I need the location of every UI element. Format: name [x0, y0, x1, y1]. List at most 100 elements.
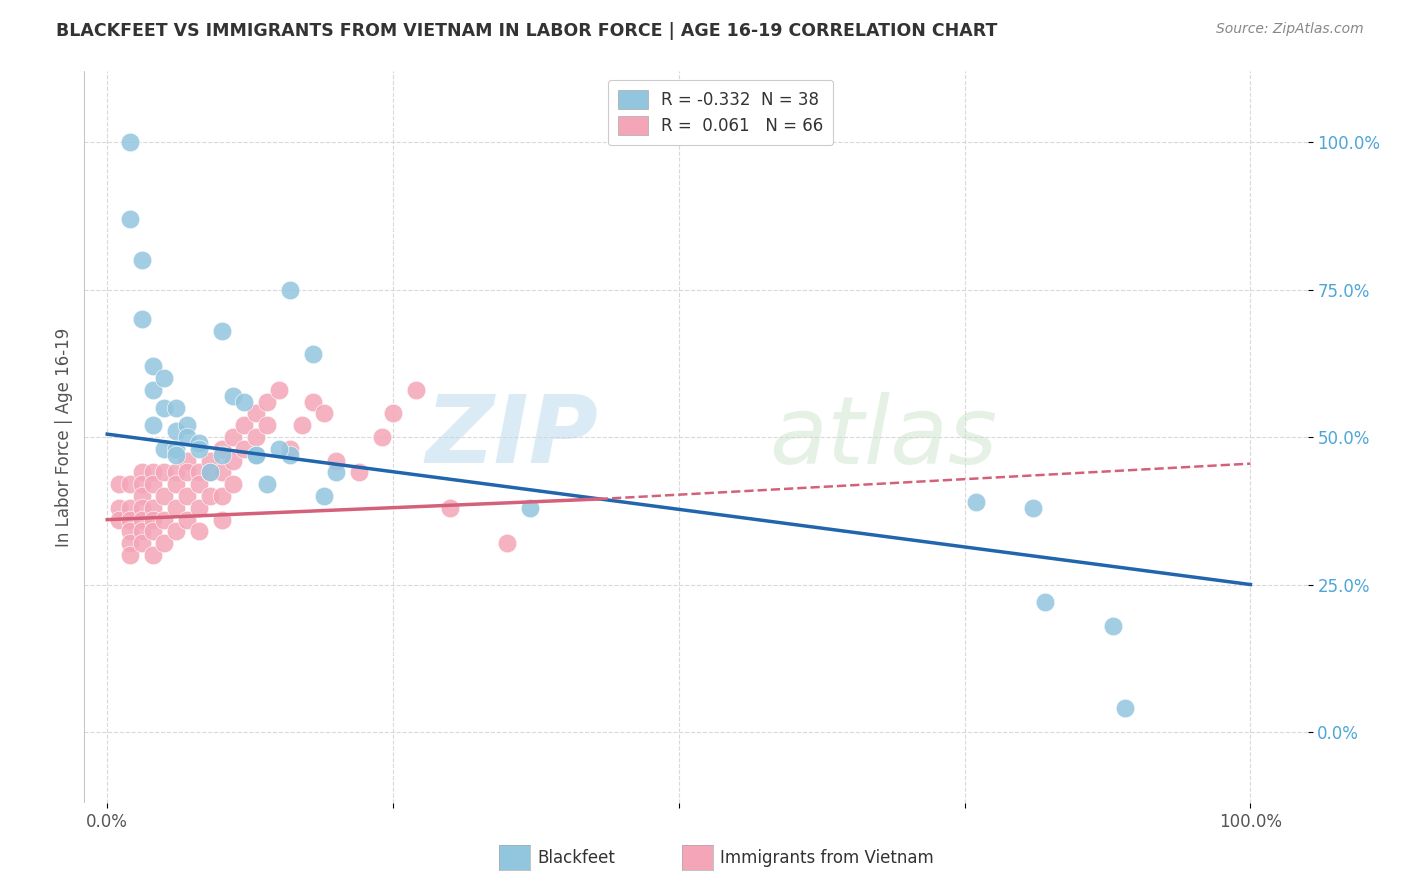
Point [382, 407, 405, 421]
Point [256, 394, 278, 409]
Point [211, 489, 233, 503]
Point [198, 466, 221, 480]
Point [165, 524, 187, 539]
Point [142, 500, 165, 515]
Point [120, 500, 142, 515]
Y-axis label: In Labor Force | Age 16-19: In Labor Force | Age 16-19 [55, 327, 73, 547]
Legend: R = -0.332  N = 38, R =  0.061   N = 66: R = -0.332 N = 38, R = 0.061 N = 66 [607, 79, 834, 145]
Point [211, 442, 233, 456]
Point [176, 489, 198, 503]
Point [120, 524, 142, 539]
Point [165, 466, 187, 480]
Text: Source: ZipAtlas.com: Source: ZipAtlas.com [1216, 22, 1364, 37]
Point [405, 383, 427, 397]
Point [153, 466, 176, 480]
Point [211, 466, 233, 480]
Point [245, 448, 267, 462]
Point [290, 418, 312, 433]
Point [256, 477, 278, 491]
Point [131, 466, 153, 480]
Point [187, 524, 209, 539]
Point [120, 211, 142, 226]
Point [142, 524, 165, 539]
Text: atlas: atlas [769, 392, 998, 483]
Point [107, 477, 129, 491]
Point [142, 548, 165, 562]
Point [176, 513, 198, 527]
Point [176, 453, 198, 467]
Point [165, 477, 187, 491]
Point [131, 489, 153, 503]
Point [198, 453, 221, 467]
Point [142, 466, 165, 480]
Point [120, 548, 142, 562]
Point [176, 430, 198, 444]
Point [153, 513, 176, 527]
Point [222, 430, 245, 444]
Point [278, 283, 301, 297]
Point [198, 489, 221, 503]
Point [120, 477, 142, 491]
Point [278, 448, 301, 462]
Point [1102, 619, 1125, 633]
Point [222, 389, 245, 403]
Point [278, 442, 301, 456]
Point [211, 513, 233, 527]
Point [131, 312, 153, 326]
Text: BLACKFEET VS IMMIGRANTS FROM VIETNAM IN LABOR FORCE | AGE 16-19 CORRELATION CHAR: BLACKFEET VS IMMIGRANTS FROM VIETNAM IN … [56, 22, 998, 40]
Point [142, 418, 165, 433]
Point [142, 383, 165, 397]
Point [120, 536, 142, 550]
Point [165, 448, 187, 462]
Point [153, 442, 176, 456]
Point [187, 466, 209, 480]
Point [165, 401, 187, 415]
Point [187, 442, 209, 456]
Point [245, 448, 267, 462]
Point [233, 394, 256, 409]
Point [256, 418, 278, 433]
Point [496, 536, 519, 550]
Point [325, 453, 347, 467]
Point [302, 394, 325, 409]
Point [222, 477, 245, 491]
Point [1033, 595, 1056, 609]
Point [439, 500, 461, 515]
Text: ZIP: ZIP [425, 391, 598, 483]
Point [176, 466, 198, 480]
Point [142, 477, 165, 491]
Text: Blackfeet: Blackfeet [537, 849, 614, 867]
Point [153, 401, 176, 415]
Point [222, 453, 245, 467]
Point [176, 418, 198, 433]
Point [165, 442, 187, 456]
Point [153, 536, 176, 550]
Point [1114, 701, 1136, 715]
Point [267, 383, 290, 397]
Point [131, 477, 153, 491]
Point [370, 430, 392, 444]
Point [107, 500, 129, 515]
Point [245, 430, 267, 444]
Point [120, 135, 142, 149]
Point [153, 371, 176, 385]
Point [1022, 500, 1045, 515]
Point [211, 324, 233, 338]
Point [165, 500, 187, 515]
Point [198, 466, 221, 480]
Point [187, 500, 209, 515]
Point [325, 466, 347, 480]
Point [314, 489, 336, 503]
Point [187, 436, 209, 450]
Point [131, 513, 153, 527]
Point [302, 347, 325, 361]
Point [314, 407, 336, 421]
Point [267, 442, 290, 456]
Point [131, 536, 153, 550]
Point [211, 448, 233, 462]
Point [233, 418, 256, 433]
Point [131, 500, 153, 515]
Text: Immigrants from Vietnam: Immigrants from Vietnam [720, 849, 934, 867]
Point [120, 513, 142, 527]
Point [519, 500, 541, 515]
